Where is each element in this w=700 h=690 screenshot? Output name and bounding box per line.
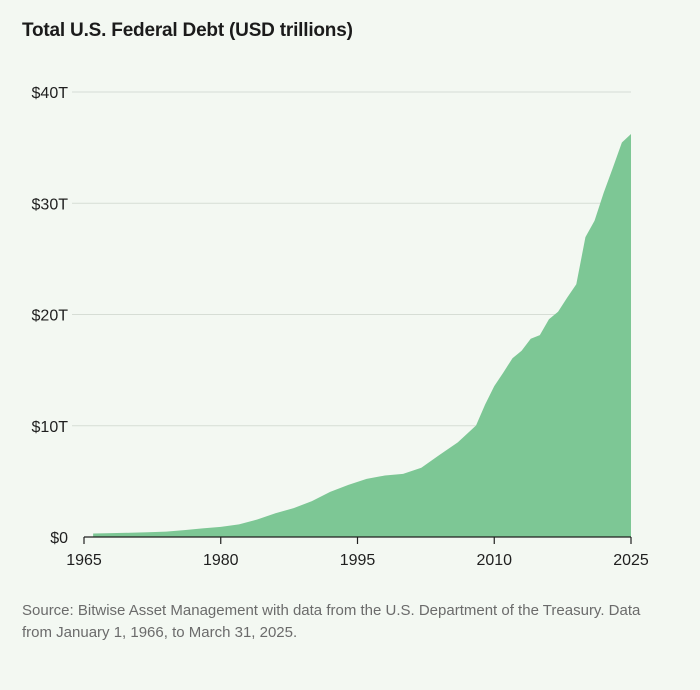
chart-title: Total U.S. Federal Debt (USD trillions)	[22, 20, 353, 41]
y-tick-label: $20T	[32, 308, 69, 325]
y-axis-ticks: $0 $10T $20T $30T $40T	[32, 85, 69, 547]
debt-area	[93, 134, 631, 538]
x-tick-label: 2010	[476, 552, 512, 569]
area-layer	[93, 134, 631, 538]
y-tick-label: $30T	[32, 196, 69, 213]
y-tick-label: $0	[50, 530, 68, 547]
x-tick-label: 1995	[340, 552, 376, 569]
x-tick-label: 2025	[613, 552, 649, 569]
y-tick-label: $10T	[32, 419, 69, 436]
x-tick-label: 1980	[203, 552, 239, 569]
y-tick-label: $40T	[32, 85, 69, 102]
source-note: Source: Bitwise Asset Management with da…	[22, 602, 641, 641]
x-tick-label: 1965	[66, 552, 102, 569]
x-axis-ticks: 1965 1980 1995 2010 2025	[66, 537, 649, 569]
